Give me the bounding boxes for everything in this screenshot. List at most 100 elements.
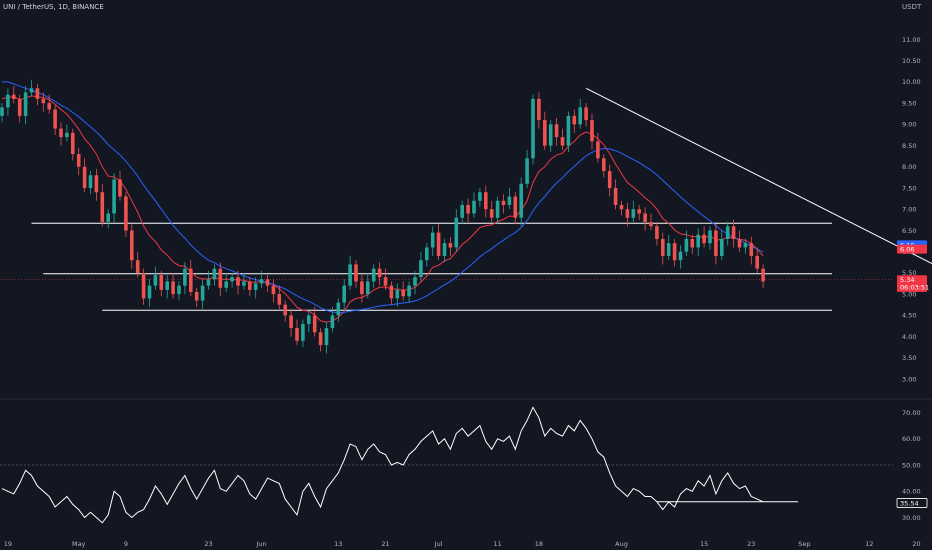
candle-25 (147, 285, 152, 299)
candle-2 (12, 94, 16, 99)
candle-30 (177, 285, 181, 295)
candle-50 (295, 328, 299, 341)
time-axis-tick-3: 23 (204, 540, 212, 548)
rsi-line-0 (1, 406, 764, 524)
candle-24 (141, 272, 146, 299)
rsi-axis-tick-1: 40.00 (902, 488, 921, 496)
time-axis-tick-13: Sep (798, 540, 810, 548)
candle-48 (283, 304, 287, 316)
candle-42 (248, 281, 252, 290)
candle-63 (371, 268, 376, 282)
candle-51 (301, 323, 305, 341)
price-axis-tick-9: 7.50 (902, 184, 916, 192)
price-axis-tick-12: 9.00 (902, 121, 916, 129)
time-axis-tick-11: 15 (700, 540, 708, 548)
candle-85 (501, 200, 506, 205)
candle-15 (88, 175, 93, 189)
candle-56 (330, 315, 335, 329)
candle-96 (566, 115, 571, 146)
candle-35 (206, 279, 211, 286)
candle-110 (649, 221, 653, 227)
candle-62 (366, 281, 370, 295)
candle-52 (307, 315, 311, 324)
rsi-axis-tick-2: 50.00 (902, 461, 921, 469)
price-axis-tick-4: 5.00 (902, 290, 916, 298)
moving-average-1 (2, 81, 764, 314)
candle-77 (454, 217, 459, 248)
candle-0 (0, 107, 4, 116)
candle-38 (224, 281, 228, 288)
candle-69 (407, 285, 411, 297)
candle-107 (631, 209, 636, 218)
candle-18 (106, 213, 110, 222)
price-label-1: 6.06 (900, 246, 914, 254)
price-axis-tick-1: 3.50 (902, 354, 916, 362)
candle-105 (619, 205, 624, 210)
candle-65 (383, 277, 388, 286)
candle-17 (100, 192, 105, 222)
time-axis-tick-10: Aug (615, 540, 628, 548)
candle-108 (637, 209, 641, 214)
candle-74 (436, 232, 441, 256)
candle-39 (230, 277, 234, 282)
candle-102 (602, 158, 606, 172)
time-axis-tick-2: 9 (124, 540, 128, 548)
candle-47 (277, 294, 282, 305)
candle-117 (690, 238, 695, 248)
candle-49 (289, 315, 293, 329)
candle-46 (271, 285, 276, 295)
candle-21 (124, 196, 128, 231)
candle-3 (17, 98, 22, 116)
candle-125 (737, 238, 742, 248)
candle-55 (324, 328, 329, 346)
candle-72 (425, 247, 429, 261)
candle-82 (484, 192, 488, 210)
price-axis-tick-16: 11.00 (902, 36, 921, 44)
candle-36 (212, 268, 217, 280)
candle-10 (59, 128, 63, 138)
candle-119 (702, 234, 706, 244)
candle-1 (6, 94, 10, 108)
candle-126 (743, 243, 748, 248)
candle-122 (720, 238, 724, 256)
candle-100 (590, 120, 594, 142)
price-axis-tick-3: 4.50 (902, 312, 916, 320)
price-axis-tick-13: 9.50 (902, 99, 916, 107)
candle-121 (714, 230, 718, 256)
rsi-axis-tick-4: 70.00 (902, 409, 921, 417)
candle-59 (348, 264, 352, 286)
candle-83 (489, 209, 494, 218)
candle-29 (171, 281, 175, 295)
candle-118 (696, 234, 700, 248)
chart-title: UNI / TetherUS, 1D, BINANCE (3, 3, 104, 11)
candle-66 (389, 285, 394, 299)
time-axis-tick-5: 13 (334, 540, 342, 548)
candle-23 (135, 260, 140, 273)
candle-129 (761, 268, 765, 282)
candle-123 (725, 226, 730, 239)
candle-103 (607, 171, 612, 189)
candle-93 (548, 124, 553, 146)
time-axis-tick-12: 23 (747, 540, 755, 548)
price-axis-tick-15: 10.50 (902, 57, 921, 65)
candle-43 (253, 283, 258, 290)
candle-92 (543, 120, 547, 146)
rsi-value-label-bg-0 (896, 498, 928, 508)
candle-37 (218, 268, 223, 288)
candle-54 (318, 332, 323, 346)
candle-124 (731, 226, 736, 239)
rsi-value-label-0: 35.54 (900, 499, 919, 507)
candle-71 (419, 260, 423, 278)
price-axis-tick-8: 7.00 (902, 206, 916, 214)
candle-6 (35, 88, 40, 99)
candle-89 (525, 158, 529, 184)
candle-26 (153, 275, 158, 286)
candle-41 (242, 281, 246, 286)
time-axis-tick-15: 20 (912, 540, 920, 548)
candle-128 (755, 255, 759, 269)
time-axis-tick-0: 19 (4, 540, 12, 548)
price-label-2: 5.34 (900, 276, 914, 284)
moving-average-0 (1, 95, 764, 323)
